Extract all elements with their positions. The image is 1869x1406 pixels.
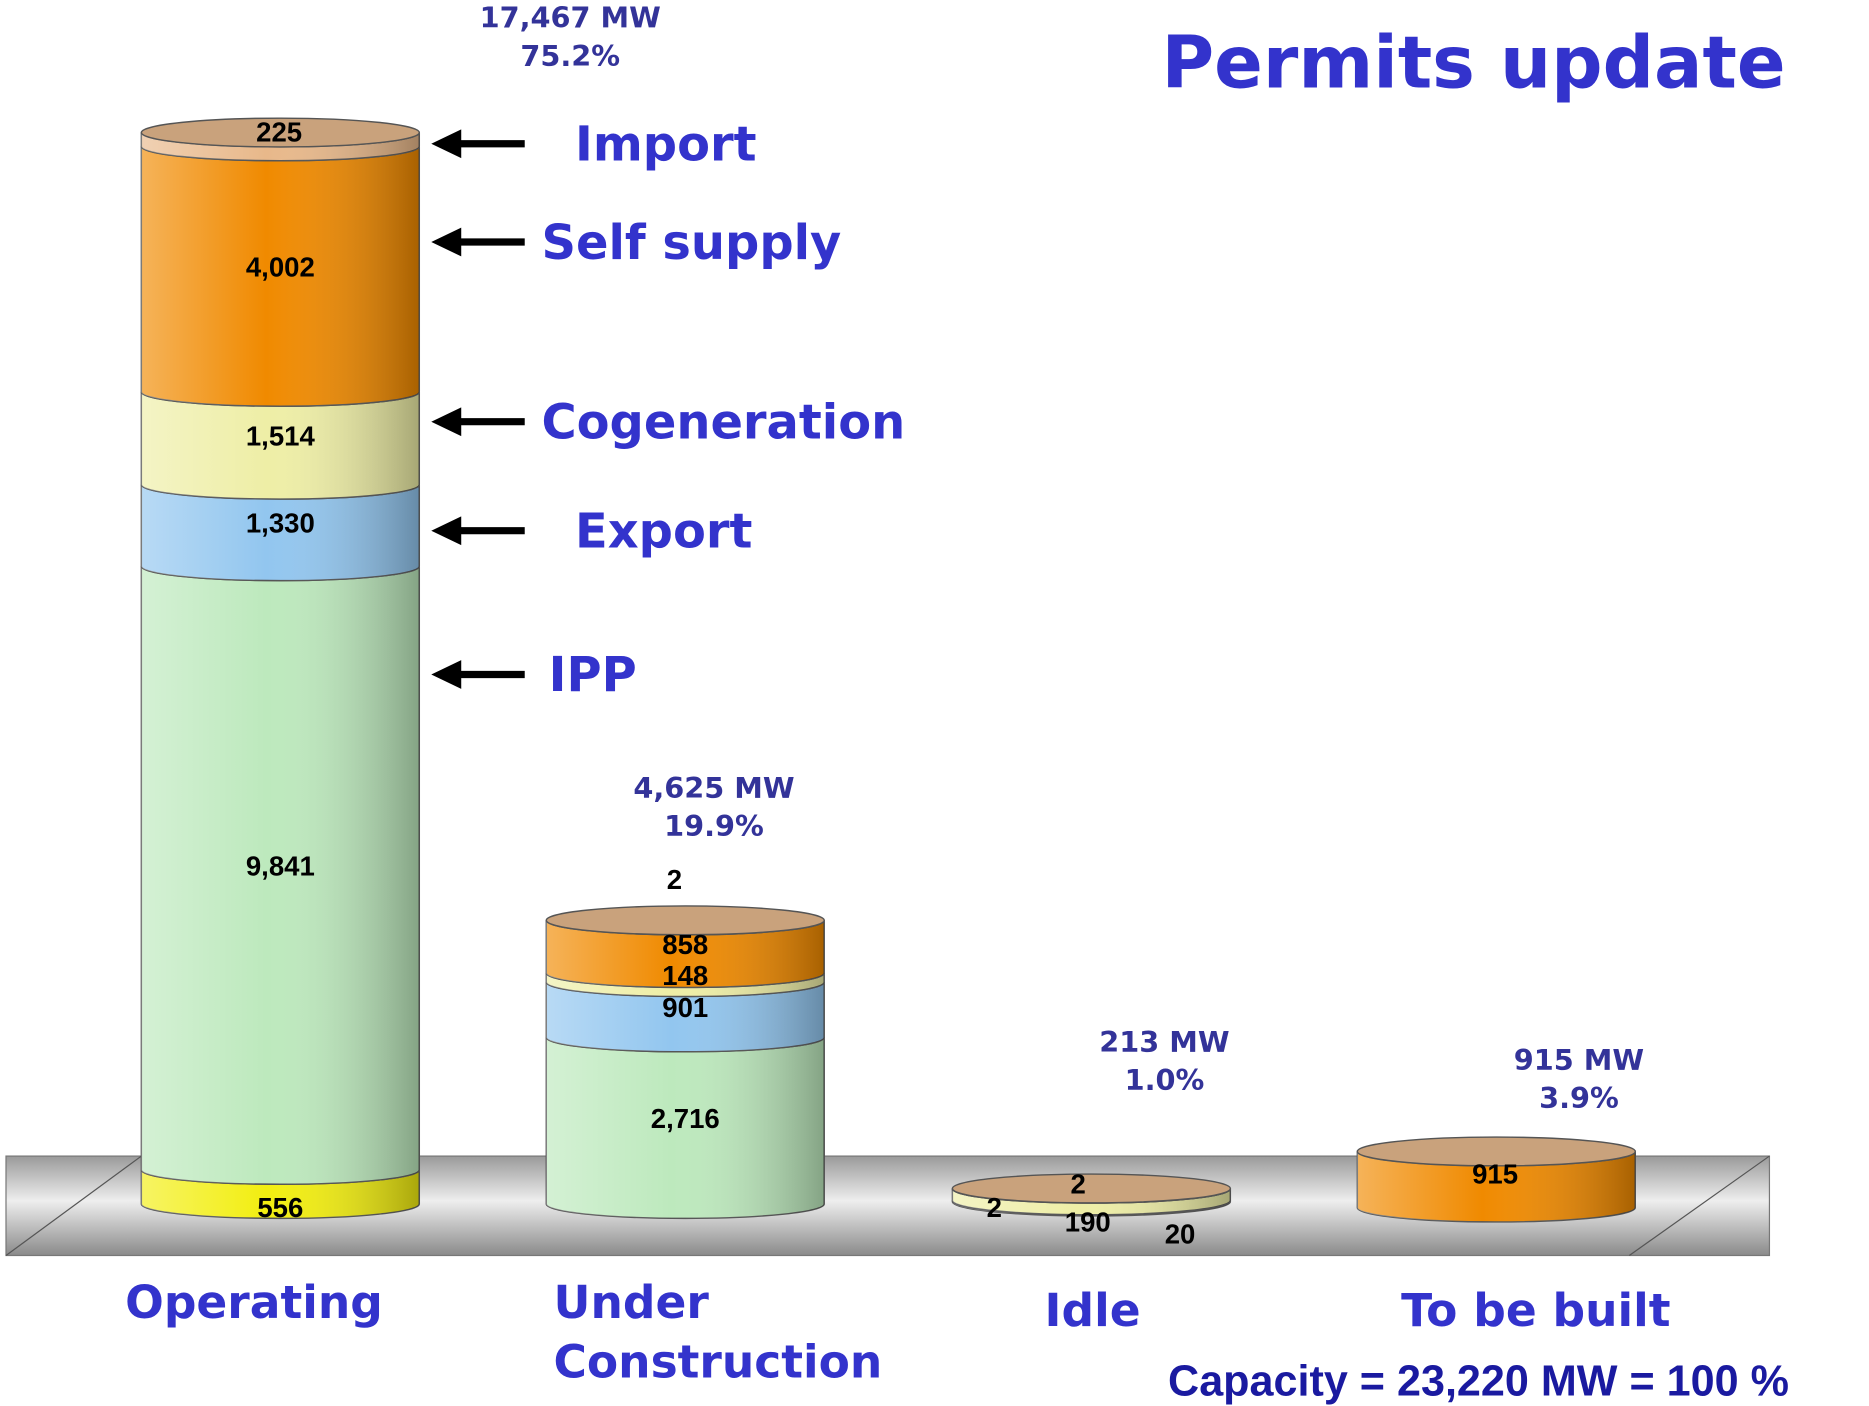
legend-label: Cogeneration [541,395,905,450]
cylinder-top [140,117,421,148]
legend-arrow [431,129,525,159]
value-label: 2 [667,864,682,895]
total-share: 1.0% [1125,1063,1205,1097]
x-tick-label: Under Construction [553,1275,883,1389]
value-label: 2 [987,1192,1002,1223]
floor-edge [1628,1155,1770,1256]
value-label: 148 [662,960,708,991]
legend-arrow [431,407,525,437]
total-amount: 213 MW [1099,1025,1229,1059]
total-amount: 4,625 MW [633,771,794,805]
legend-arrow [431,516,525,546]
segment-shading [546,920,825,988]
value-label: 1,330 [246,508,315,539]
value-label: 190 [1065,1207,1111,1238]
value-label: 4,002 [246,251,315,282]
total-share: 19.9% [664,809,764,843]
x-tick-label: To be built [1401,1284,1671,1337]
value-label: 9,841 [246,850,315,881]
legend-label: Export [575,504,752,559]
value-label: 901 [662,992,708,1023]
cylinders [140,117,1636,1223]
segment-shading [141,146,420,407]
segment-shading [141,132,420,161]
segment-shading [546,982,825,1052]
value-label: 2,716 [651,1103,720,1134]
segment-shading [141,391,420,500]
capacity-note: Capacity = 23,220 MW = 100 % [1168,1356,1789,1406]
total-amount: 915 MW [1514,1043,1644,1077]
segment-shading [141,484,420,581]
legend-label: IPP [549,648,637,703]
cylinder-top [1356,1136,1636,1167]
segment-shading [952,1188,1231,1215]
segment-shading [141,1169,420,1219]
segment-shading [141,566,420,1185]
floor-edge [5,1155,142,1256]
total-share: 3.9% [1539,1081,1619,1115]
value-label: 858 [662,929,708,960]
value-label: 915 [1472,1159,1518,1190]
segment-shading [546,973,825,997]
x-tick-label: Idle [1044,1284,1141,1337]
legend-label: Import [575,118,756,173]
segment-shading [546,1037,825,1219]
value-label: 225 [256,116,302,147]
chart-title: Permits update [1161,20,1785,104]
value-label: 20 [1165,1219,1196,1250]
legend-arrow [431,660,525,689]
total-amount: 17,467 MW [480,1,661,35]
cylinder-top [545,905,825,936]
value-label: 1,514 [246,421,316,452]
legend-label: Self supply [541,216,841,271]
legend-arrow [431,227,525,257]
value-label: 556 [257,1192,303,1223]
x-tick-label: Operating [125,1275,383,1329]
total-share: 75.2% [520,39,620,73]
cylinder-top [951,1173,1232,1204]
segment-shading [1357,1151,1636,1222]
value-label: 2 [1071,1168,1086,1199]
